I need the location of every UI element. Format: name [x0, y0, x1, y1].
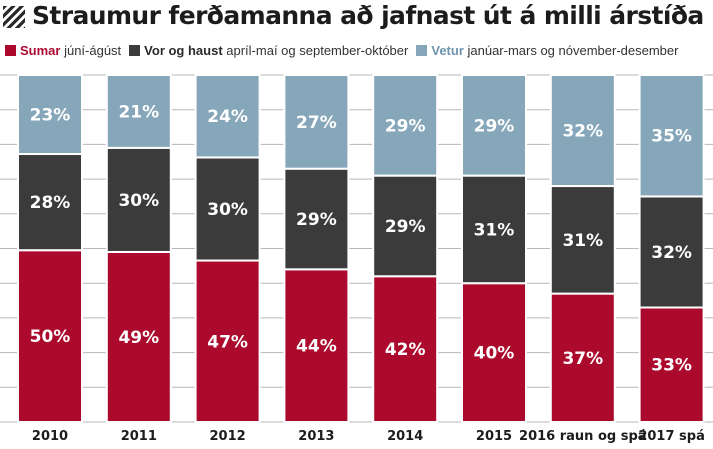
legend-name: Vetur: [431, 43, 464, 58]
bar-segment-spring-autumn: [105, 146, 172, 253]
data-label: 30%: [118, 191, 159, 211]
data-label: 27%: [296, 113, 337, 133]
data-label: 29%: [385, 116, 426, 136]
bar-segment-winter: [105, 74, 172, 149]
data-label: 30%: [207, 200, 248, 220]
legend-swatch: [5, 45, 16, 56]
bar-segment-summer: [283, 268, 350, 423]
chart-title: Straumur ferðamanna að jafnast út á mill…: [32, 1, 704, 30]
data-label: 42%: [385, 340, 426, 360]
data-label: 31%: [474, 220, 515, 240]
hatch-logo-icon: [3, 6, 25, 28]
legend-name: Sumar: [20, 43, 61, 58]
bar-segment-spring-autumn: [638, 195, 705, 309]
x-tick-label: 2014: [387, 429, 423, 444]
bar-segment-spring-autumn: [549, 185, 616, 295]
bar-segment-winter: [638, 74, 705, 198]
bar-segment-spring-autumn: [283, 167, 350, 271]
x-tick-label: 2017 spá: [638, 429, 705, 444]
data-label: 21%: [118, 102, 159, 122]
chart-legend: Sumar júní-ágúst Vor og haust apríl-maí o…: [5, 43, 686, 61]
bar-segment-spring-autumn: [461, 174, 527, 285]
data-label: 40%: [474, 344, 515, 364]
data-label: 47%: [207, 332, 248, 352]
data-label: 28%: [30, 193, 71, 213]
bar-segment-summer: [194, 259, 261, 423]
data-label: 29%: [474, 116, 515, 136]
legend-name: Vor og haust: [144, 43, 223, 58]
data-label: 49%: [118, 328, 159, 348]
legend-range: janúar-mars og nóvember-desember: [463, 43, 679, 58]
data-label: 37%: [562, 349, 603, 369]
bar-segment-winter: [194, 74, 261, 159]
data-label: 29%: [296, 210, 337, 230]
x-tick-label: 2015: [476, 429, 512, 444]
x-tick-label: 2012: [210, 429, 246, 444]
data-label: 35%: [651, 127, 692, 147]
bar-segment-winter: [283, 74, 350, 170]
bar-segment-summer: [638, 306, 705, 423]
bar-segment-winter: [17, 74, 83, 156]
data-label: 31%: [562, 231, 603, 251]
legend-range: apríl-maí og september-október: [222, 43, 409, 58]
x-tick-label: 2013: [298, 429, 334, 444]
data-label: 24%: [207, 107, 248, 127]
data-label: 33%: [651, 356, 692, 376]
x-tick-label: 2016 raun og spá: [519, 429, 647, 444]
data-label: 32%: [651, 243, 692, 263]
bar-segment-spring-autumn: [194, 156, 261, 262]
data-label: 29%: [385, 217, 426, 237]
bar-segment-winter: [372, 74, 439, 177]
data-label: 32%: [562, 122, 603, 142]
bar-segment-summer: [461, 282, 527, 424]
legend-item-2: Vetur janúar-mars og nóvember-desember: [416, 43, 678, 58]
data-label: 23%: [30, 106, 71, 126]
legend-swatch: [416, 45, 428, 56]
legend-range: júní-ágúst: [60, 43, 122, 58]
legend-item-1: Vor og haust apríl-maí og september-októ…: [129, 43, 408, 58]
bar-segment-spring-autumn: [372, 174, 439, 278]
bar-segment-winter: [549, 74, 616, 188]
data-label: 44%: [296, 337, 337, 357]
legend-item-0: Sumar júní-ágúst: [5, 43, 121, 58]
bar-segment-summer: [105, 250, 172, 423]
data-label: 50%: [30, 327, 71, 347]
x-tick-label: 2010: [32, 429, 68, 444]
chart-header: Straumur ferðamanna að jafnast út á mill…: [0, 0, 713, 40]
legend-swatch: [129, 45, 141, 56]
bar-segment-summer: [372, 275, 439, 424]
x-tick-label: 2011: [121, 429, 157, 444]
bar-segment-winter: [461, 74, 527, 177]
